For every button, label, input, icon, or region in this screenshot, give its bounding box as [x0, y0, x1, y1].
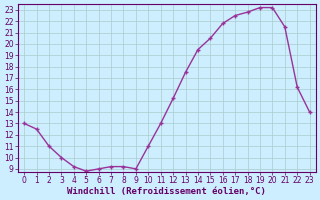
- X-axis label: Windchill (Refroidissement éolien,°C): Windchill (Refroidissement éolien,°C): [68, 187, 266, 196]
